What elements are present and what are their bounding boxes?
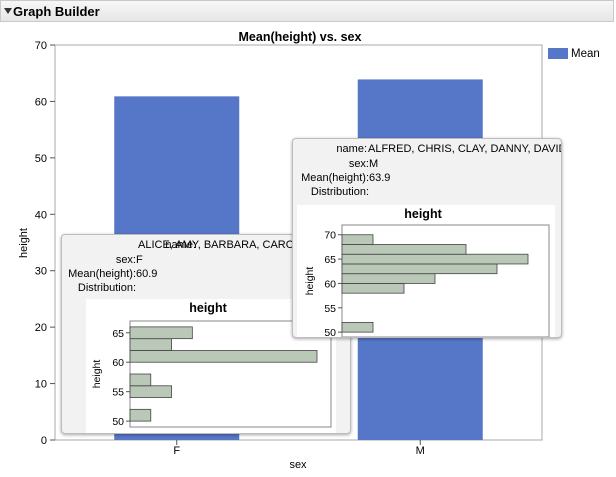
legend-label-mean: Mean — [571, 48, 600, 60]
histogram-bin — [129, 338, 172, 351]
histogram-tick-label: 60 — [112, 357, 124, 369]
window-titlebar[interactable]: Graph Builder — [0, 0, 614, 22]
window-title: Graph Builder — [13, 4, 100, 19]
y-axis-label: height — [18, 228, 30, 258]
y-tick-label: 0 — [41, 435, 47, 447]
tooltip-sex-label: sex: — [348, 158, 369, 170]
y-tick-label: 50 — [35, 153, 47, 165]
chart-title: Mean(height) vs. sex — [239, 30, 362, 44]
tooltip-name-label: name: — [165, 239, 196, 251]
collapse-triangle-icon[interactable] — [4, 8, 12, 14]
histogram-title: height — [404, 207, 442, 221]
histogram-bin — [129, 408, 152, 422]
tooltip-name-value: ALICE, AMY, BARBARA, CAROL, E — [138, 239, 314, 251]
histogram-tick-label: 55 — [324, 303, 336, 315]
y-tick-label: 10 — [35, 379, 47, 391]
histogram-tick-label: 55 — [112, 387, 124, 399]
x-axis-label: sex — [289, 459, 307, 471]
tooltip-histogram-panel: height 50 55 60 65 70 height — [297, 205, 555, 337]
y-tick-label: 30 — [35, 266, 47, 278]
histogram-tick-label: 50 — [112, 416, 124, 428]
tooltip-name-value: ALFRED, CHRIS, CLAY, DANNY, DAVID, ... — [368, 143, 562, 155]
histogram-bin — [341, 273, 436, 284]
histogram-bin — [341, 234, 374, 245]
tooltip-histogram-f: height 50 55 60 65 height — [91, 301, 332, 428]
tooltip-dist-label: Distribution: — [77, 282, 136, 294]
histogram-tick-label: 50 — [324, 327, 336, 337]
tooltip-mean-value: 63.9 — [369, 172, 391, 184]
y-tick-label: 40 — [35, 209, 47, 221]
histogram-bin — [341, 283, 405, 294]
histogram-tick-label: 70 — [324, 230, 336, 242]
y-tick-label: 20 — [35, 322, 47, 334]
histogram-tick-label: 60 — [324, 278, 336, 290]
histogram-tick-label: 65 — [112, 328, 124, 340]
tooltip-mean-label: Mean(height): — [68, 268, 136, 280]
histogram-bin — [341, 253, 529, 265]
legend-swatch-mean — [548, 48, 568, 59]
tooltip-sex-value: F — [136, 254, 143, 266]
histogram-title: height — [189, 301, 227, 315]
histogram-tick-label: 65 — [324, 254, 336, 266]
histogram-bin — [129, 373, 152, 387]
x-tick-label-f: F — [173, 445, 180, 457]
histogram-bin — [341, 263, 498, 275]
tooltip-dist-label: Distribution: — [310, 186, 369, 198]
tooltip-sex-label: sex: — [115, 254, 136, 266]
tooltip-mean-label: Mean(height): — [301, 172, 369, 184]
legend[interactable]: Mean — [548, 48, 600, 60]
tooltip-sex-value: M — [369, 158, 379, 170]
x-tick-label-m: M — [416, 445, 425, 457]
histogram-bin — [129, 326, 193, 340]
y-tick-label: 60 — [35, 96, 47, 108]
tooltip-histogram-m: height 50 55 60 65 70 height — [304, 207, 550, 337]
histogram-bin — [341, 321, 374, 333]
histogram-bin — [341, 244, 467, 255]
histogram-bin — [129, 385, 172, 398]
histogram-bin — [129, 350, 318, 363]
tooltip-mean-value: 60.9 — [136, 268, 158, 280]
tooltip-m: name: ALFRED, CHRIS, CLAY, DANNY, DAVID,… — [292, 138, 562, 338]
tooltip-name-label: name: — [336, 143, 367, 155]
y-tick-label: 70 — [35, 40, 47, 52]
histogram-axis-label: height — [304, 267, 316, 296]
histogram-axis-label: height — [91, 360, 103, 389]
